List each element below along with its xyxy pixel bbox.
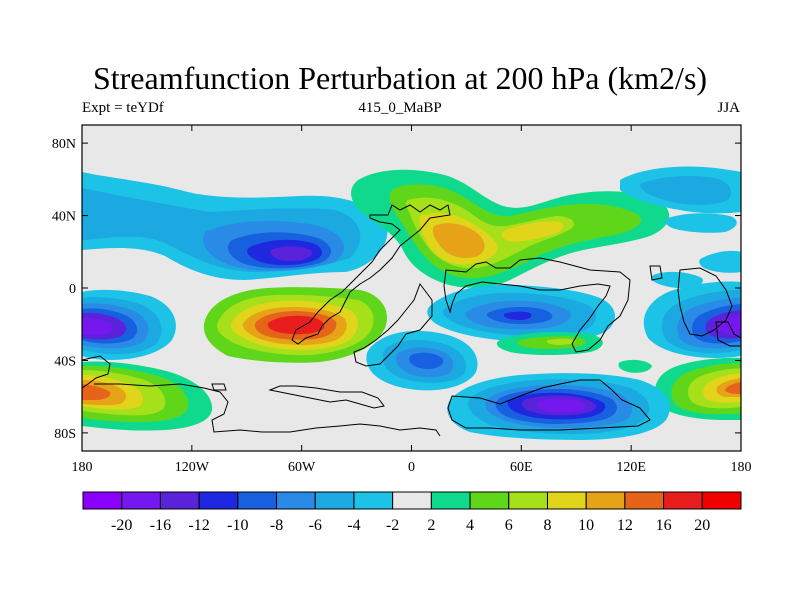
colorbar-label: 10 — [578, 517, 594, 534]
coastline-small-island — [211, 383, 227, 391]
coastlines — [82, 204, 741, 437]
y-tick-label: 0 — [69, 282, 76, 297]
colorbar-label: -20 — [111, 517, 132, 534]
y-axis: 80N 40N 0 40S 80S — [52, 137, 741, 442]
contour-indian-ocean-low — [427, 284, 616, 343]
contour-se-pacific-high-west — [82, 361, 213, 431]
map-plot-area — [82, 125, 741, 451]
colorbar-label: -6 — [309, 517, 322, 534]
colorbar-swatch — [353, 491, 394, 510]
plot-title: Streamfunction Perturbation at 200 hPa (… — [92, 60, 708, 96]
x-tick-label: 60E — [510, 460, 533, 475]
colorbar-label: 8 — [543, 517, 551, 534]
y-tick-label: 40S — [54, 354, 76, 369]
colorbar-swatch — [508, 491, 548, 510]
colorbar-label: -12 — [188, 517, 209, 534]
colorbar-swatch — [392, 491, 432, 510]
colorbar-swatch — [276, 491, 316, 510]
x-tick-label: 60W — [288, 460, 316, 475]
coastline-west-islands — [82, 355, 111, 389]
x-tick-label: 120E — [616, 460, 646, 475]
coastline-central-america-west — [715, 321, 741, 347]
coastline-africa — [353, 282, 433, 367]
coastline-australia — [447, 379, 651, 431]
x-tick-label: 180 — [731, 460, 752, 475]
coastline-americas — [291, 204, 451, 345]
colorbar-label: 6 — [505, 517, 513, 534]
colorbar-swatch — [198, 491, 239, 510]
colorbar-label: -8 — [270, 517, 283, 534]
coastline-north-america-west — [677, 267, 733, 337]
y-tick-label: 40N — [52, 210, 76, 225]
colorbar-swatch — [701, 491, 742, 510]
coastline-southern-islands — [268, 385, 385, 409]
colorbar-label: -16 — [150, 517, 171, 534]
colorbar-swatch — [430, 491, 471, 510]
coastline-japan — [649, 265, 663, 281]
colorbar-swatch — [237, 491, 278, 510]
contour-north-pacific-low — [82, 172, 388, 280]
colorbar-label: -10 — [227, 517, 248, 534]
x-tick-label: 120W — [175, 460, 210, 475]
coastline-eurasia — [443, 257, 631, 353]
y-tick-label: 80S — [54, 427, 76, 442]
colorbar-swatch — [585, 491, 626, 510]
x-tick-label: 0 — [408, 460, 415, 475]
colorbar-label: -4 — [347, 517, 360, 534]
colorbar-swatch — [82, 491, 123, 510]
contour-south-pacific-low-west — [82, 289, 176, 360]
contour-north-pacific-east-low — [620, 166, 741, 288]
run-label: 415_0_MaBP — [358, 100, 442, 116]
colorbar: -20 -16 -12 -10 -8 -6 -4 -2 2 4 6 8 10 12 16 20 — [82, 491, 742, 534]
colorbar-label: 16 — [656, 517, 672, 534]
colorbar-label: 20 — [694, 517, 710, 534]
colorbar-label: 2 — [427, 517, 435, 534]
x-axis: 180 120W 60W 0 60E 120E 180 — [72, 125, 752, 475]
colorbar-swatch — [159, 491, 200, 510]
colorbar-swatch — [469, 491, 510, 510]
colorbar-label: 4 — [466, 517, 474, 534]
contour-south-atlantic-low — [366, 330, 478, 391]
y-tick-label: 80N — [52, 137, 76, 152]
contour-south-america-high — [203, 287, 388, 363]
colorbar-label: 12 — [617, 517, 633, 534]
colorbar-label: -2 — [386, 517, 399, 534]
contour-small-positive-patches — [496, 332, 652, 373]
colorbar-swatch — [624, 491, 665, 510]
coastline-antarctic-edge — [94, 383, 441, 437]
colorbar-swatch — [314, 491, 355, 510]
x-tick-label: 180 — [72, 460, 93, 475]
experiment-label: Expt = teYDf — [82, 100, 164, 116]
colorbar-swatch — [663, 491, 703, 510]
season-label: JJA — [717, 100, 740, 116]
contour-se-pacific-high-east — [654, 357, 741, 420]
colorbar-swatch — [546, 491, 587, 510]
colorbar-swatch — [121, 491, 161, 510]
